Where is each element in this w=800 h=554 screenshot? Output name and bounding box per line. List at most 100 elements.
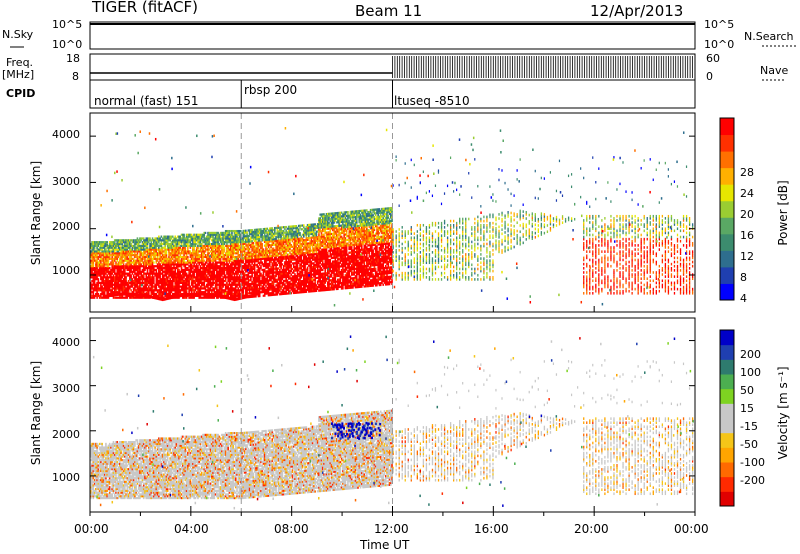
power-pixel (129, 263, 131, 266)
power-pixel (136, 278, 139, 281)
power-pixel (117, 246, 120, 249)
nsearch-label: N.Search (744, 30, 794, 43)
power-pixel (144, 285, 146, 288)
power-pixel (132, 289, 135, 292)
power-pixel (120, 289, 122, 292)
power-pixel (145, 254, 148, 257)
power-pixel (108, 283, 111, 286)
power-pixel (103, 270, 106, 273)
power-pixel (118, 278, 121, 281)
power-pixel (95, 270, 97, 273)
power-pixel (118, 241, 121, 244)
power-pixel (127, 279, 130, 283)
power-pixel (90, 274, 92, 277)
power-pixel (135, 291, 137, 294)
power-pixel (129, 241, 131, 244)
power-pixel (100, 257, 102, 260)
power-pixel (134, 261, 136, 264)
power-pixel (100, 263, 102, 266)
power-pixel (120, 242, 122, 246)
power-cbar-tick-28: 28 (740, 166, 754, 179)
power-pixel (97, 263, 100, 266)
power-pixel (106, 283, 108, 286)
power-pixel (90, 283, 92, 286)
power-pixel (261, 242, 264, 246)
power-pixel (97, 257, 100, 260)
power-pixel (97, 268, 100, 272)
power-pixel (95, 265, 97, 268)
power-pixel (120, 254, 122, 257)
power-pixel (135, 255, 137, 259)
power-pixel (113, 296, 116, 299)
power-pixel (127, 272, 130, 275)
power-pixel (111, 266, 114, 270)
power-pixel (96, 261, 98, 264)
power-pixel (136, 252, 139, 255)
power-pixel (113, 248, 116, 251)
power-pixel (108, 250, 111, 253)
power-pixel (108, 242, 111, 246)
power-pixel (183, 233, 185, 236)
power-pixel (121, 241, 124, 244)
power-pixel (105, 263, 107, 266)
power-pixel (137, 255, 140, 259)
power-pixel (110, 241, 112, 244)
power-pixel (124, 250, 126, 253)
power-pixel (136, 279, 139, 283)
power-pixel (125, 291, 127, 294)
power-pixel (93, 276, 96, 279)
power-pixel (129, 255, 131, 259)
power-pixel (116, 252, 119, 255)
power-pixel (95, 254, 97, 257)
power-pixel (95, 252, 97, 255)
power-pixel (144, 244, 146, 247)
power-pixel (91, 252, 93, 255)
xtick-0400: 04:00 (174, 522, 209, 536)
power-pixel (117, 279, 120, 283)
power-pixel (113, 279, 116, 283)
power-pixel (95, 274, 97, 277)
power-pixel (98, 294, 101, 297)
power-pixel (137, 250, 140, 253)
power-pixel (120, 252, 122, 255)
power-pixel (127, 261, 130, 264)
power-pixel (141, 270, 144, 273)
power-pixel (142, 252, 145, 255)
power-pixel (90, 266, 92, 270)
power-pixel (105, 268, 107, 272)
power-pixel (130, 263, 132, 266)
power-pixel (145, 261, 148, 264)
power-pixel (105, 244, 107, 247)
power-pixel (103, 272, 106, 275)
power-pixel (124, 252, 126, 255)
power-pixel (106, 257, 108, 260)
power-pixel (145, 296, 148, 299)
power-pixel (146, 287, 149, 290)
power-pixel (100, 292, 102, 296)
velocity-cbar-tick-m100: -100 (740, 456, 765, 469)
power-pixel (141, 255, 144, 259)
power-pixel (125, 276, 127, 279)
power-pixel (98, 272, 101, 275)
power-pixel (107, 278, 110, 281)
power-pixel (136, 248, 139, 251)
power-pixel (110, 281, 112, 285)
power-pixel (137, 274, 140, 277)
power-pixel (115, 279, 117, 283)
power-pixel (111, 268, 114, 272)
power-pixel (108, 279, 111, 283)
power-pixel (127, 254, 130, 257)
power-pixel (140, 265, 143, 268)
power-pixel (120, 279, 122, 283)
power-pixel (106, 250, 108, 253)
power-pixel (127, 268, 130, 272)
power-pixel (93, 246, 96, 249)
xaxis-label: Time UT (360, 538, 410, 552)
power-ytick-2000: 2000 (52, 220, 80, 233)
power-pixel (106, 270, 108, 273)
power-pixel (111, 259, 114, 262)
power-pixel (135, 274, 137, 277)
power-pixel (101, 268, 103, 272)
power-pixel (137, 289, 140, 292)
power-pixel (117, 254, 120, 257)
